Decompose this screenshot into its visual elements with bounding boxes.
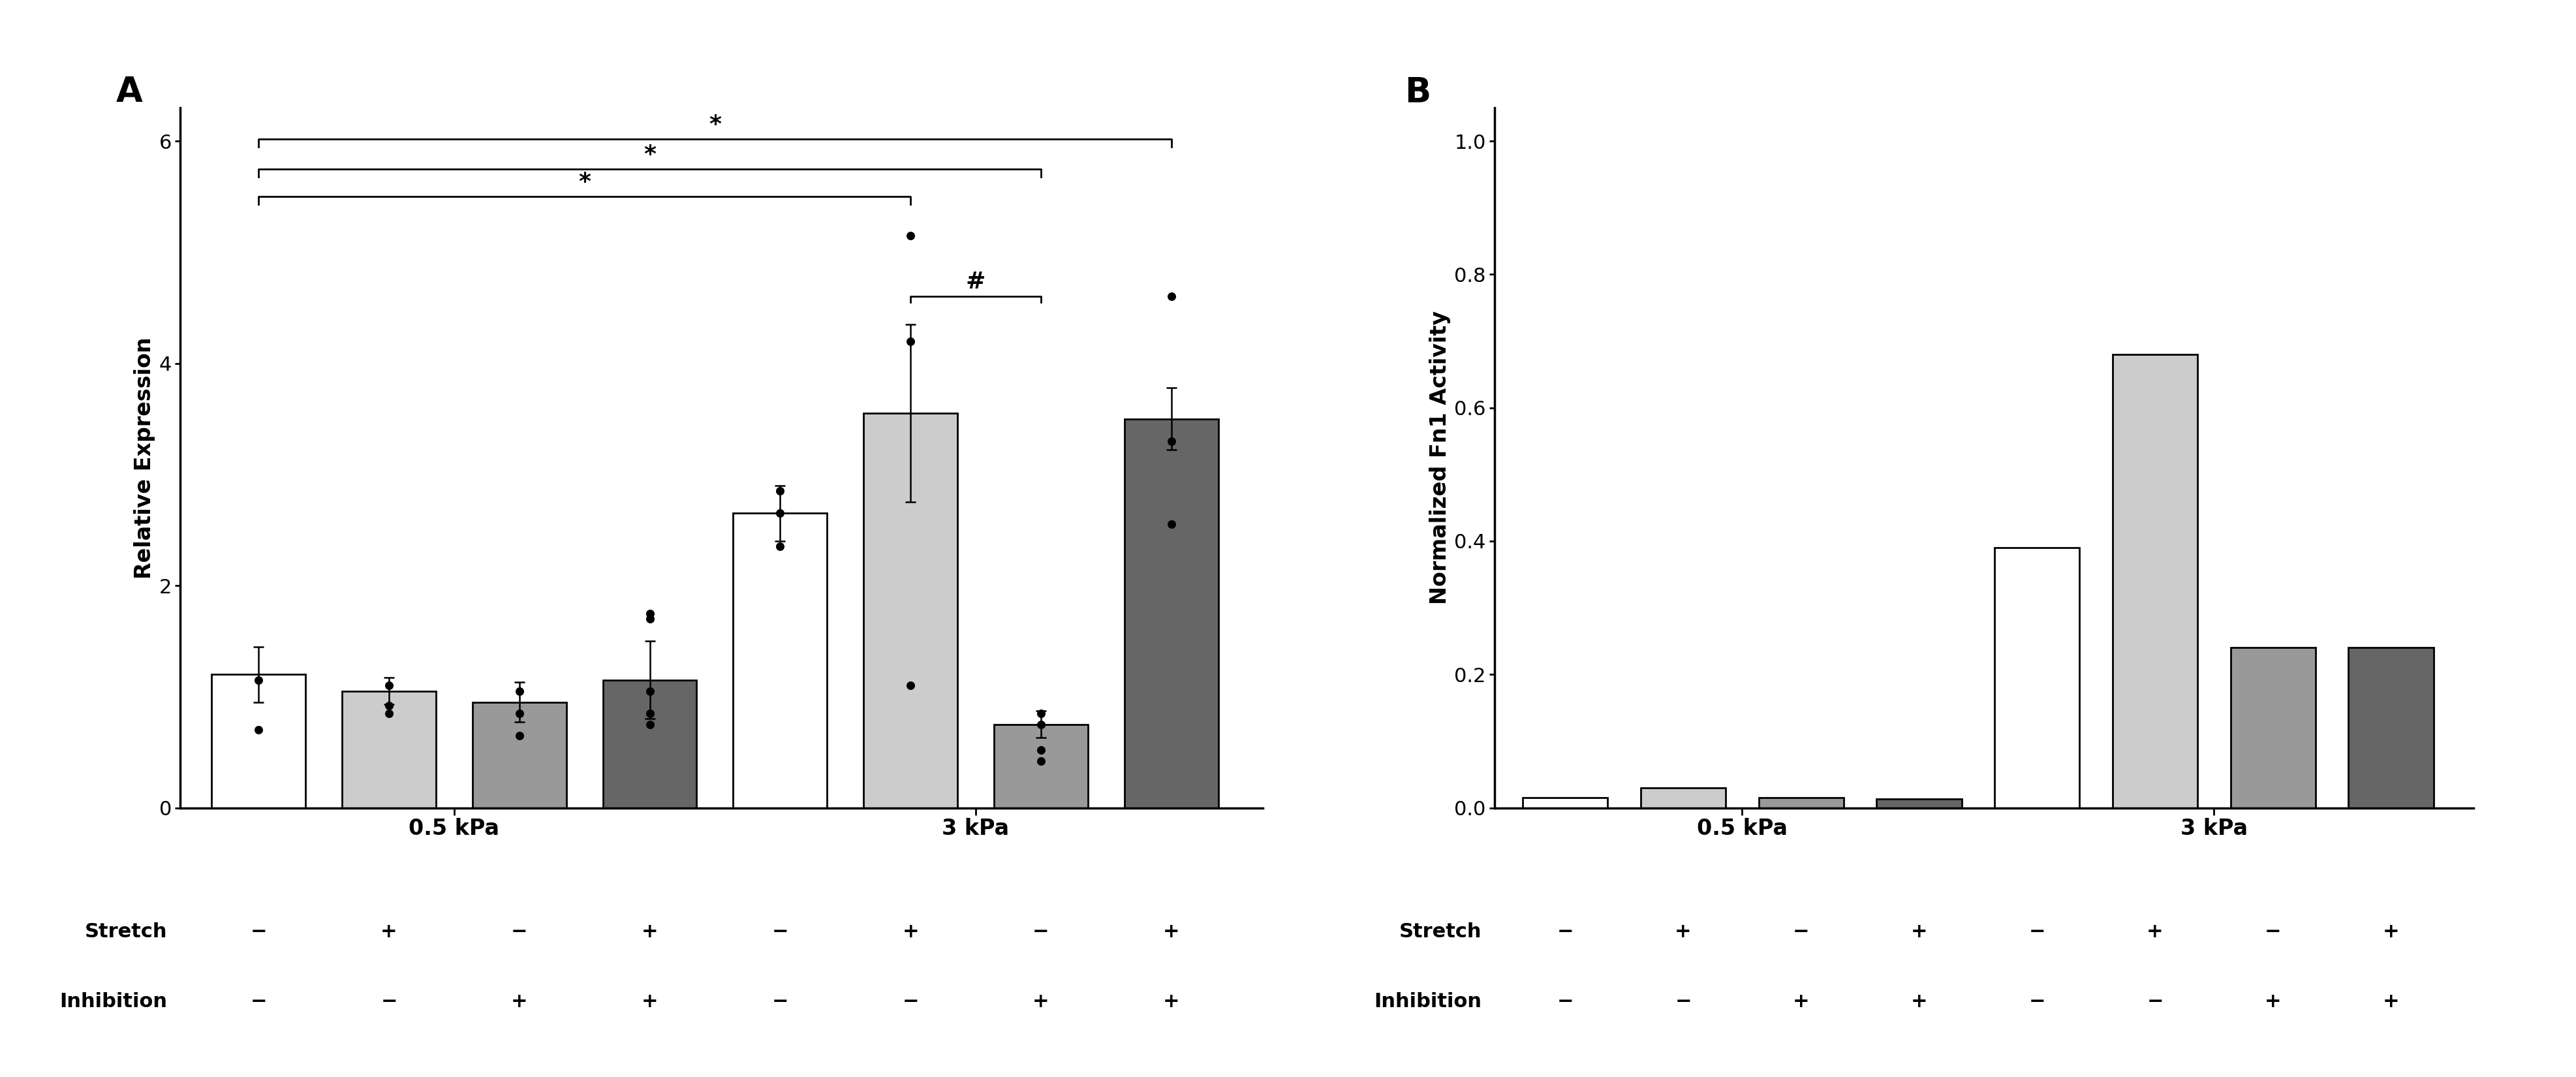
Text: −: −	[1556, 992, 1574, 1011]
Point	[1020, 704, 1061, 722]
Text: +: +	[381, 922, 397, 941]
Bar	[1641, 787, 1726, 808]
Point	[237, 671, 278, 688]
Point	[889, 227, 930, 244]
Text: +: +	[1162, 992, 1180, 1011]
Bar	[211, 674, 307, 808]
Bar	[1522, 798, 1607, 808]
Bar	[1123, 419, 1218, 808]
Text: −: −	[773, 922, 788, 941]
Text: +: +	[1911, 992, 1927, 1011]
Text: Inhibition: Inhibition	[1373, 992, 1481, 1011]
Point	[368, 704, 410, 722]
Bar	[863, 414, 958, 808]
Point	[500, 704, 541, 722]
Text: −: −	[773, 992, 788, 1011]
Bar	[2112, 354, 2197, 808]
Bar	[1994, 548, 2079, 808]
Text: +: +	[1033, 992, 1048, 1011]
Bar	[1759, 798, 1844, 808]
Text: +: +	[2264, 992, 2280, 1011]
Text: +: +	[641, 922, 657, 941]
Point	[629, 683, 670, 700]
Text: −: −	[510, 922, 528, 941]
Text: −: −	[902, 992, 920, 1011]
Text: +: +	[2383, 922, 2398, 941]
Point	[889, 677, 930, 695]
Text: −: −	[2264, 922, 2280, 941]
Y-axis label: Normalized Fn1 Activity: Normalized Fn1 Activity	[1430, 311, 1450, 604]
Text: +: +	[902, 922, 920, 941]
Point	[1020, 753, 1061, 770]
Text: +: +	[2146, 922, 2164, 941]
Point	[1020, 741, 1061, 758]
Point	[760, 482, 801, 500]
Bar	[471, 702, 567, 808]
Point	[1151, 516, 1193, 533]
Point	[1151, 288, 1193, 305]
Point	[760, 505, 801, 522]
Bar	[2347, 647, 2432, 808]
Text: −: −	[2027, 922, 2045, 941]
Text: Stretch: Stretch	[1399, 922, 1481, 941]
Text: A: A	[116, 75, 142, 110]
Point	[629, 604, 670, 621]
Text: −: −	[1674, 992, 1690, 1011]
Text: −: −	[2027, 992, 2045, 1011]
Y-axis label: Relative Expression: Relative Expression	[134, 337, 155, 578]
Text: +: +	[510, 992, 528, 1011]
Text: *: *	[708, 113, 721, 136]
Text: #: #	[966, 271, 987, 293]
Bar	[734, 514, 827, 808]
Text: −: −	[250, 922, 268, 941]
Point	[368, 677, 410, 695]
Text: −: −	[1793, 922, 1808, 941]
Text: Inhibition: Inhibition	[59, 992, 167, 1011]
Text: −: −	[1033, 922, 1048, 941]
Text: −: −	[381, 992, 397, 1011]
Point	[1020, 716, 1061, 733]
Text: −: −	[2146, 992, 2164, 1011]
Bar	[603, 680, 696, 808]
Point	[500, 683, 541, 700]
Text: +: +	[1911, 922, 1927, 941]
Text: Stretch: Stretch	[85, 922, 167, 941]
Text: *: *	[644, 143, 657, 166]
Point	[1151, 433, 1193, 450]
Bar	[343, 691, 435, 808]
Point	[368, 697, 410, 714]
Point	[629, 611, 670, 628]
Text: +: +	[1793, 992, 1808, 1011]
Point	[629, 716, 670, 733]
Point	[500, 727, 541, 744]
Point	[760, 538, 801, 556]
Point	[237, 722, 278, 739]
Text: +: +	[2383, 992, 2398, 1011]
Text: −: −	[250, 992, 268, 1011]
Point	[889, 333, 930, 350]
Bar	[1875, 799, 1960, 808]
Text: +: +	[641, 992, 657, 1011]
Bar	[994, 725, 1087, 808]
Text: *: *	[577, 171, 590, 193]
Text: −: −	[1556, 922, 1574, 941]
Text: +: +	[1674, 922, 1690, 941]
Bar	[2231, 647, 2316, 808]
Point	[629, 704, 670, 722]
Text: +: +	[1162, 922, 1180, 941]
Text: B: B	[1404, 75, 1430, 110]
